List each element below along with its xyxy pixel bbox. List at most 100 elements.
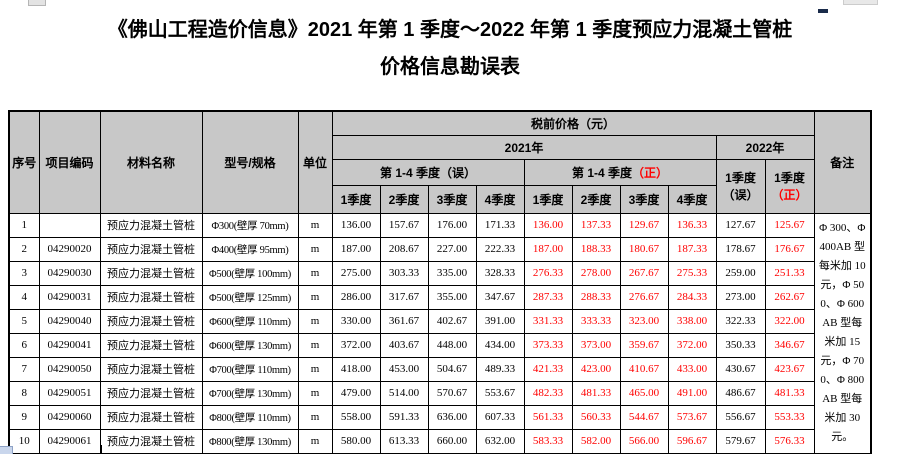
cell-material: 预应力混凝土管桩 [99,308,203,334]
cell-2021-wrong-q4: 171.33 [475,212,525,238]
cell-2021-right-q4: 275.33 [667,260,717,286]
table-row: 6 04290041 预应力混凝土管桩 Φ600(壁厚 130mm) m 372.00 40… [8,332,871,358]
q2022-right-mark: （正） [771,188,808,202]
cell-spec: Φ300(壁厚 70mm) [201,212,299,238]
cell-2021-wrong-q2: 361.67 [379,308,429,334]
cell-2021-wrong-q2: 591.33 [379,404,429,430]
cell-2021-right-q1: 187.00 [523,236,573,262]
cell-2021-right-q2: 333.33 [571,308,621,334]
cell-material: 预应力混凝土管桩 [99,260,203,286]
cell-spec: Φ500(壁厚 125mm) [201,284,299,310]
cell-2021-right-q4: 284.33 [667,284,717,310]
table-row: 2 04290020 预应力混凝土管桩 Φ400(壁厚 95mm) m 187.00 208… [8,236,871,262]
cell-code: 04290040 [38,308,101,334]
cell-2021-right-q2: 481.33 [571,380,621,406]
title-line-2: 价格信息勘误表 [380,56,520,78]
cell-spec: Φ800(壁厚 110mm) [201,404,299,430]
cell-2021-wrong-q4: 328.33 [475,260,525,286]
col-header-2021-right-group: 第 1-4 季度（正） [523,158,717,186]
cell-2021-wrong-q4: 489.33 [475,356,525,382]
cell-unit: m [297,284,333,310]
cell-note: Φ 300、Φ 400AB 型每米加 10 元，Φ 500、Φ 600AB 型每… [813,212,872,454]
col-header-right-q2: 2季度 [571,184,621,214]
cell-seq: 2 [8,236,40,262]
cell-unit: m [297,260,333,286]
col-header-right-q1: 1季度 [523,184,573,214]
cell-seq: 5 [8,308,40,334]
cell-2021-right-q1: 276.33 [523,260,573,286]
cell-2021-wrong-q1: 372.00 [331,332,381,358]
col-header-wrong-q1: 1季度 [331,184,381,214]
col-header-2022-q1-right: 1季度 （正） [764,158,815,214]
cell-unit: m [297,332,333,358]
cell-2022-wrong: 486.67 [715,380,766,406]
page-title: 《佛山工程造价信息》2021 年第 1 季度～2022 年第 1 季度预应力混凝… [0,12,900,86]
table-row: 1 预应力混凝土管桩 Φ300(壁厚 70mm) m 136.00 157.67 176.0… [8,212,872,454]
table-row: 7 04290050 预应力混凝土管桩 Φ700(壁厚 110mm) m 418.00 45… [8,356,871,382]
cell-spec: Φ700(壁厚 130mm) [201,380,299,406]
cell-2021-wrong-q3: 176.00 [427,212,477,238]
cell-2022-wrong: 322.33 [715,308,766,334]
cell-seq: 9 [8,404,40,430]
cell-2021-wrong-q1: 418.00 [331,356,381,382]
cell-2021-wrong-q2: 613.33 [379,428,429,454]
cell-seq: 6 [8,332,40,358]
cell-unit: m [297,428,333,454]
cell-2022-right: 481.33 [764,380,815,406]
col-header-spec: 型号/规格 [201,110,299,214]
cell-material: 预应力混凝土管桩 [99,356,203,382]
cell-2021-right-q2: 188.33 [571,236,621,262]
cell-2021-right-q1: 482.33 [523,380,573,406]
cell-2022-wrong: 579.67 [715,428,766,454]
cell-2021-right-q1: 331.33 [523,308,573,334]
cell-2021-right-q3: 544.67 [619,404,669,430]
cell-2021-wrong-q2: 157.67 [379,212,429,238]
cell-2021-right-q1: 136.00 [523,212,573,238]
table-row: 8 04290051 预应力混凝土管桩 Φ700(壁厚 130mm) m 479.00 51… [8,380,871,406]
cell-2021-right-q4: 136.33 [667,212,717,238]
cell-2022-wrong: 259.00 [715,260,766,286]
cell-spec: Φ400(壁厚 95mm) [201,236,299,262]
col-header-code: 项目编码 [38,110,101,214]
screenshot-artifact-top-right [843,0,878,5]
cell-2021-wrong-q2: 514.00 [379,380,429,406]
cell-spec: Φ800(壁厚 130mm) [201,428,299,454]
cell-2021-right-q4: 433.00 [667,356,717,382]
cell-material: 预应力混凝土管桩 [99,212,203,238]
col-header-2022-q1-wrong: 1季度 （误） [715,158,766,214]
cell-2021-right-q2: 373.00 [571,332,621,358]
cell-unit: m [297,212,333,238]
cell-2021-wrong-q1: 580.00 [331,428,381,454]
cell-code: 04290031 [38,284,101,310]
cell-unit: m [297,308,333,334]
cell-2021-right-q4: 573.67 [667,404,717,430]
cell-2021-wrong-q3: 335.00 [427,260,477,286]
cell-2021-right-q2: 288.33 [571,284,621,310]
cell-2021-wrong-q4: 222.33 [475,236,525,262]
cell-spec: Φ600(壁厚 130mm) [201,332,299,358]
cell-2021-wrong-q1: 275.00 [331,260,381,286]
cell-2022-right: 423.67 [764,356,815,382]
cell-2021-wrong-q3: 402.67 [427,308,477,334]
cell-code: 04290020 [38,236,101,262]
cell-2021-wrong-q1: 479.00 [331,380,381,406]
cell-material: 预应力混凝土管桩 [99,332,203,358]
q2022-wrong-label: 1季度 [725,171,756,185]
cell-spec: Φ600(壁厚 110mm) [201,308,299,334]
cell-2022-wrong: 430.67 [715,356,766,382]
cell-2021-wrong-q2: 303.33 [379,260,429,286]
q2022-wrong-mark: （误） [722,188,759,202]
title-line-1: 《佛山工程造价信息》2021 年第 1 季度～2022 年第 1 季度预应力混凝… [107,19,793,41]
text-cursor-mark [100,445,102,454]
table-row: 4 04290031 预应力混凝土管桩 Φ500(壁厚 125mm) m 286.00 31… [8,284,871,310]
cell-2022-right: 553.33 [764,404,815,430]
cell-spec: Φ500(壁厚 100mm) [201,260,299,286]
col-header-wrong-q3: 3季度 [427,184,477,214]
cell-material: 预应力混凝土管桩 [99,236,203,262]
cell-2021-wrong-q2: 208.67 [379,236,429,262]
cell-material: 预应力混凝土管桩 [99,428,203,454]
cell-2022-right: 176.67 [764,236,815,262]
col-header-right-q3: 3季度 [619,184,669,214]
cell-2021-wrong-q4: 391.00 [475,308,525,334]
cell-unit: m [297,404,333,430]
